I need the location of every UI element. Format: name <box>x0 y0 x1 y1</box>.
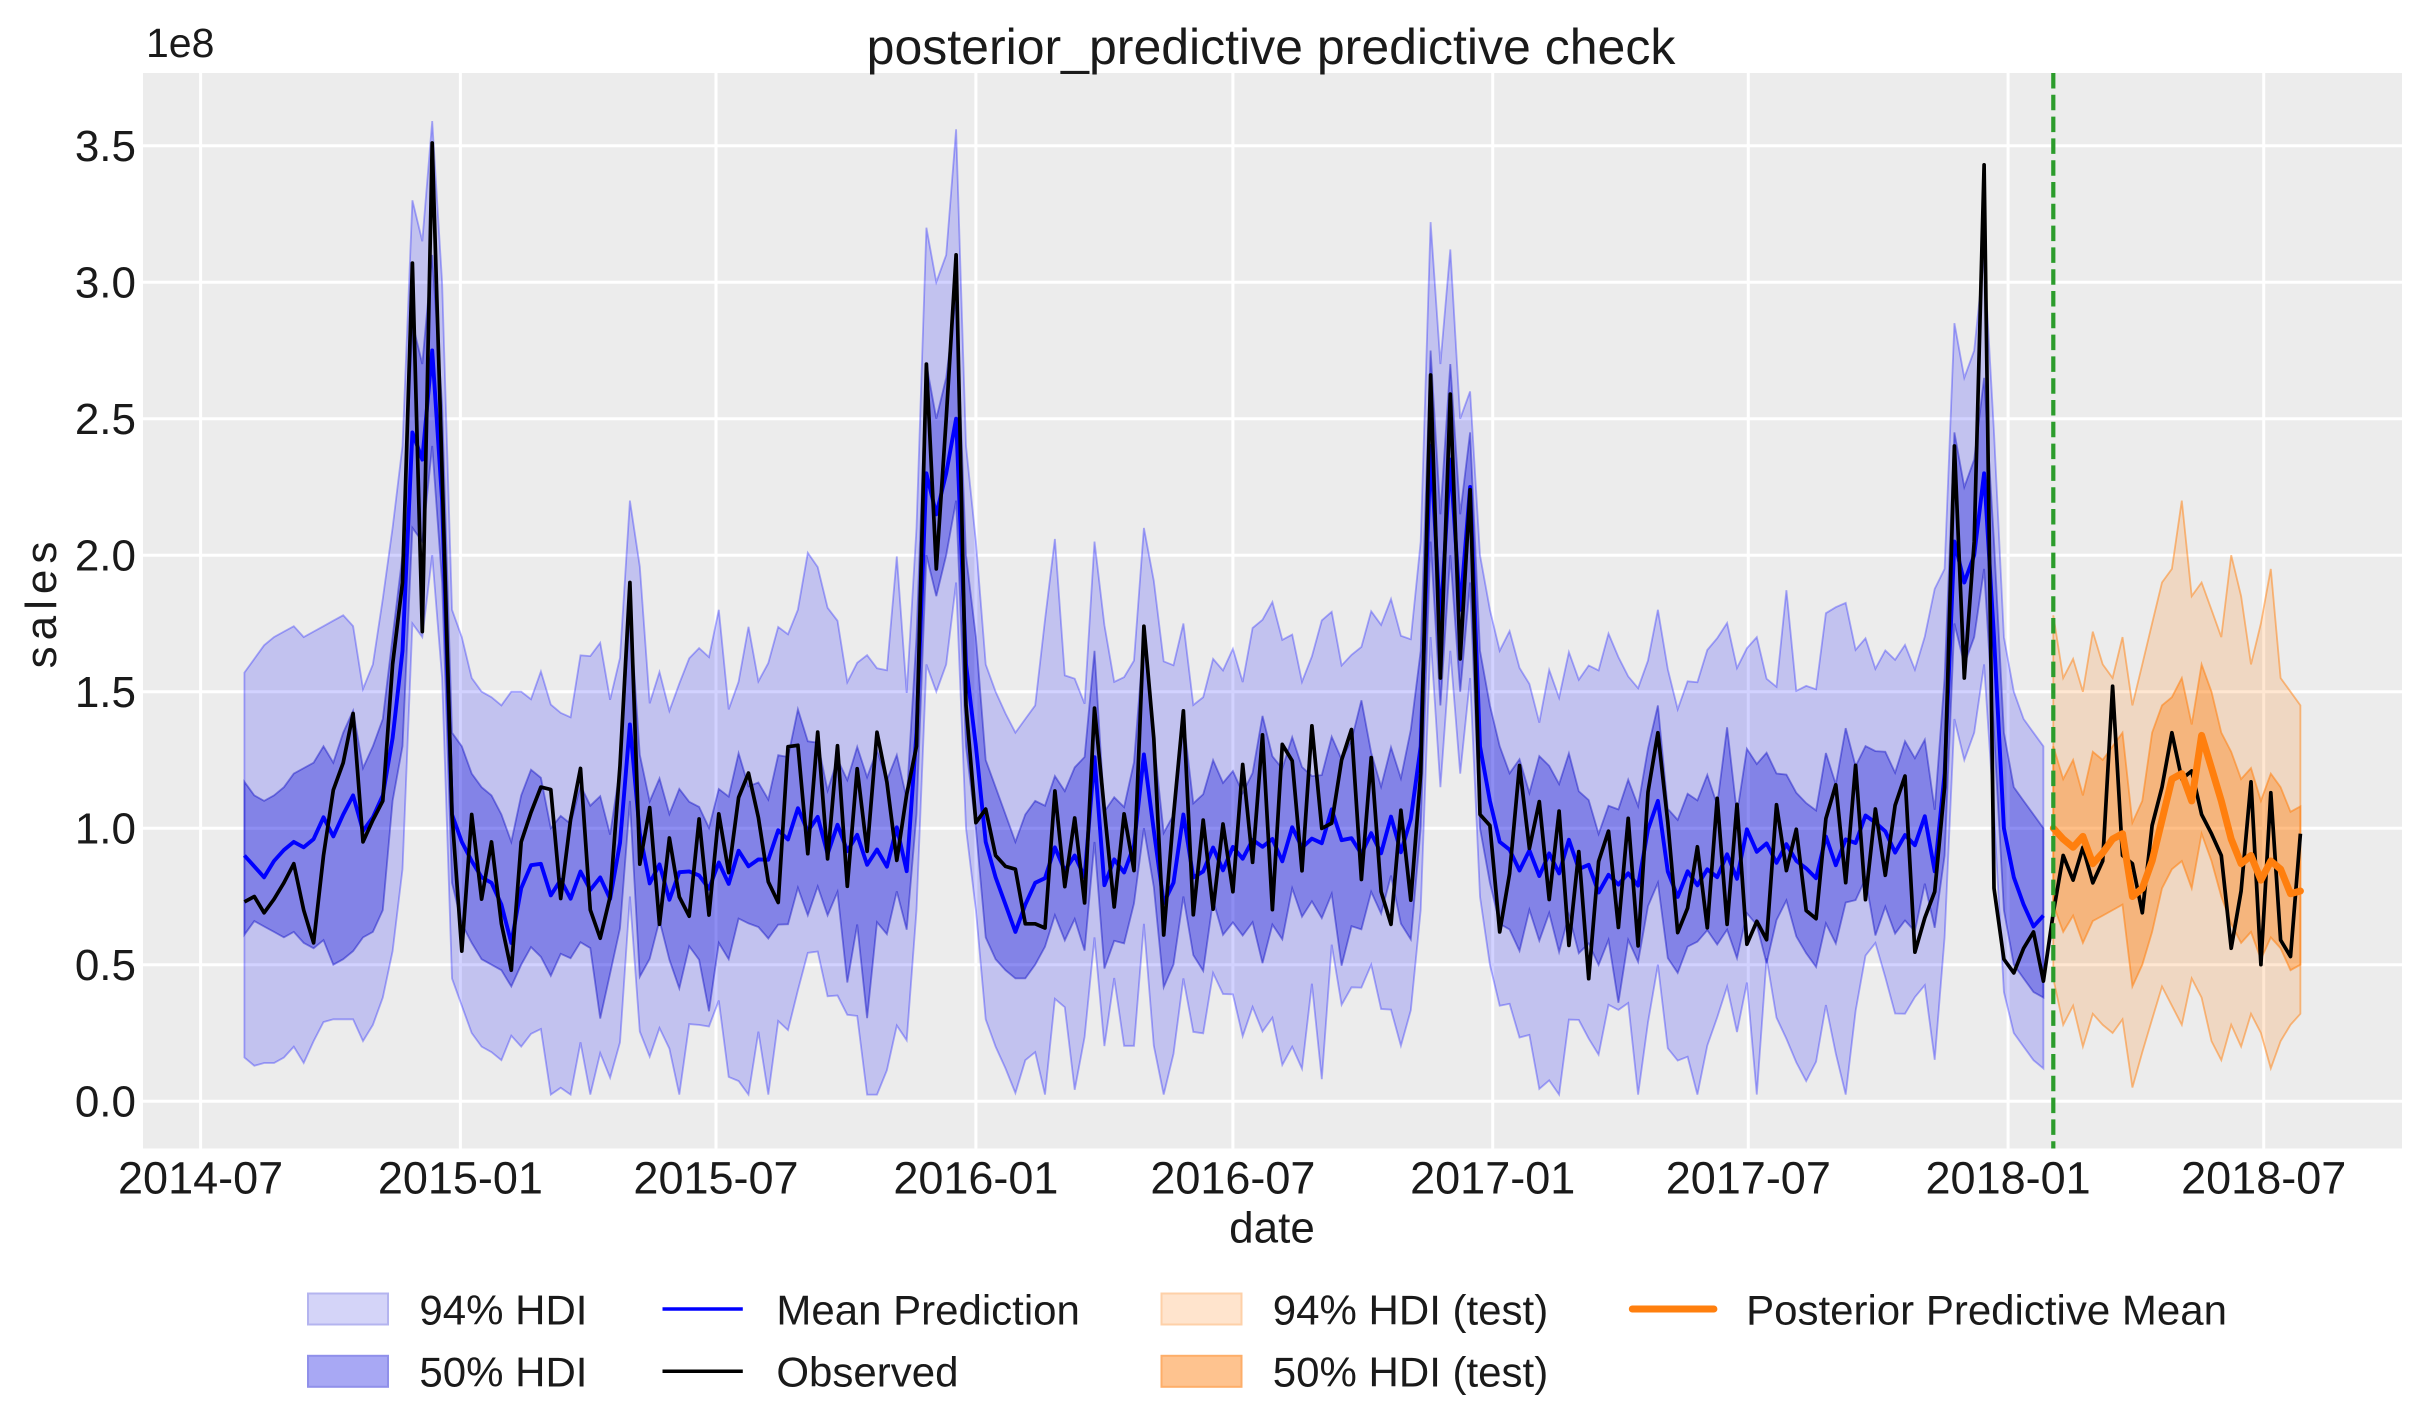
svg-text:Mean Prediction: Mean Prediction <box>776 1286 1080 1333</box>
svg-text:2017-01: 2017-01 <box>1410 1153 1575 1204</box>
svg-text:2016-01: 2016-01 <box>893 1153 1058 1204</box>
svg-text:50% HDI (test): 50% HDI (test) <box>1273 1349 1548 1396</box>
svg-text:1.5: 1.5 <box>75 668 136 717</box>
svg-text:0.5: 0.5 <box>75 941 136 990</box>
svg-text:0.0: 0.0 <box>75 1078 136 1127</box>
svg-text:2017-07: 2017-07 <box>1666 1153 1831 1204</box>
svg-text:94% HDI: 94% HDI <box>419 1286 587 1333</box>
svg-text:sales: sales <box>17 536 66 669</box>
svg-text:1.0: 1.0 <box>75 805 136 854</box>
svg-text:2.0: 2.0 <box>75 532 136 581</box>
svg-text:94% HDI (test): 94% HDI (test) <box>1273 1286 1548 1333</box>
svg-text:Observed: Observed <box>776 1349 958 1396</box>
svg-text:3.5: 3.5 <box>75 122 136 171</box>
svg-text:50% HDI: 50% HDI <box>419 1349 587 1396</box>
svg-text:2016-07: 2016-07 <box>1150 1153 1315 1204</box>
svg-text:2015-01: 2015-01 <box>378 1153 543 1204</box>
svg-text:Posterior Predictive Mean: Posterior Predictive Mean <box>1746 1286 2227 1333</box>
svg-text:1e8: 1e8 <box>146 20 214 66</box>
svg-text:2014-07: 2014-07 <box>118 1153 283 1204</box>
svg-text:3.0: 3.0 <box>75 259 136 308</box>
svg-text:2015-07: 2015-07 <box>633 1153 798 1204</box>
svg-text:posterior_predictive predictiv: posterior_predictive predictive check <box>867 19 1677 75</box>
svg-text:2018-01: 2018-01 <box>1926 1153 2091 1204</box>
svg-text:date: date <box>1229 1204 1315 1253</box>
svg-text:2.5: 2.5 <box>75 395 136 444</box>
svg-text:2018-07: 2018-07 <box>2181 1153 2346 1204</box>
